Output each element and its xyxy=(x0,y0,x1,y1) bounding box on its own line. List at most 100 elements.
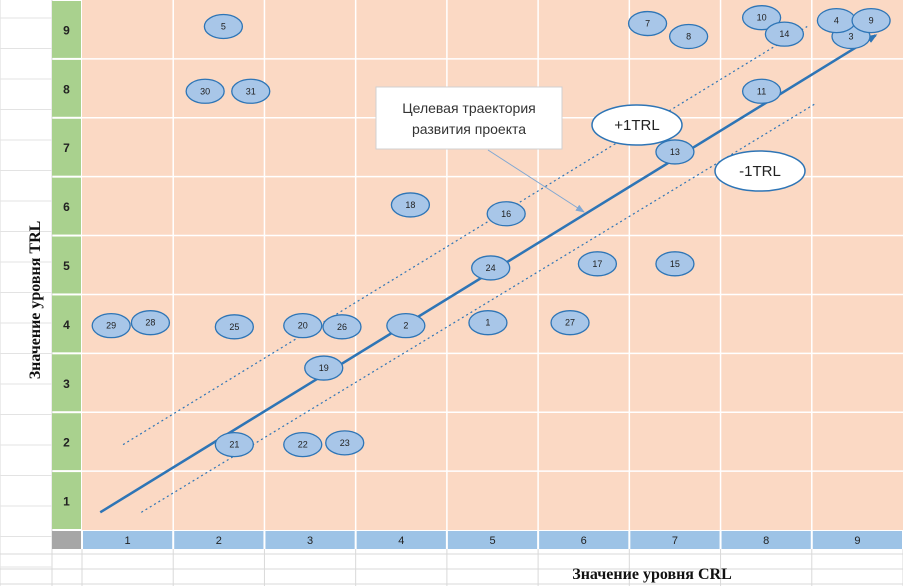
data-point-21: 21 xyxy=(214,431,254,458)
y-tick-label: 4 xyxy=(63,318,70,332)
data-point-31: 31 xyxy=(231,78,271,104)
data-point-label: 14 xyxy=(779,29,789,39)
minus-band-label: -1TRL xyxy=(714,150,806,192)
x-tick-label: 9 xyxy=(854,535,860,547)
axis-corner-cell xyxy=(52,531,81,549)
trajectory-annotation-line: Целевая траектория xyxy=(402,100,535,116)
data-point-marker xyxy=(214,314,254,340)
data-point-26: 26 xyxy=(322,314,362,340)
y-band-cell xyxy=(52,413,81,471)
plus-band-label: +1TRL xyxy=(591,104,683,146)
x-tick-label: 1 xyxy=(125,535,131,547)
plus-band-ellipse xyxy=(591,104,683,146)
data-point-marker xyxy=(214,431,254,458)
x-tick-label: 7 xyxy=(672,535,678,547)
data-point-label: 1 xyxy=(485,318,490,328)
data-point-label: 27 xyxy=(565,318,575,328)
x-axis-title: Значение уровня CRL xyxy=(572,566,731,583)
data-point-4: 4 xyxy=(816,7,857,34)
y-tick-label: 2 xyxy=(63,436,70,450)
data-point-18: 18 xyxy=(390,192,431,218)
data-point-13: 13 xyxy=(655,139,695,165)
data-point-19: 19 xyxy=(304,355,344,381)
y-tick-label: 8 xyxy=(63,82,70,96)
x-band-cell xyxy=(721,531,811,549)
y-band-cell xyxy=(52,295,81,353)
x-axis-band: 1 2 3 4 5 6 7 8 9 xyxy=(83,531,902,549)
data-point-label: 10 xyxy=(757,13,767,23)
x-tick-label: 3 xyxy=(307,535,313,547)
data-point-marker xyxy=(390,192,431,218)
y-band-cell xyxy=(52,1,81,58)
data-point-30: 30 xyxy=(185,78,225,104)
x-band-cell xyxy=(356,531,446,549)
data-point-marker xyxy=(486,201,526,227)
plus-one-trl-line xyxy=(122,25,808,446)
data-point-label: 8 xyxy=(686,32,691,42)
y-tick-label: 6 xyxy=(63,200,70,214)
y-band-cell xyxy=(52,177,81,235)
data-point-marker xyxy=(471,255,511,281)
data-point-label: 20 xyxy=(298,321,308,331)
data-point-marker xyxy=(185,78,225,104)
y-tick-label: 1 xyxy=(63,495,70,509)
x-band-cell xyxy=(265,531,355,549)
x-tick-label: 6 xyxy=(581,535,587,547)
data-point-label: 24 xyxy=(486,263,496,273)
data-point-label: 31 xyxy=(246,86,256,96)
x-band-cell xyxy=(174,531,264,549)
data-point-marker xyxy=(764,21,805,47)
data-point-marker xyxy=(91,313,131,339)
y-axis-title: Значение уровня TRL xyxy=(27,221,44,380)
minus-band-ellipse xyxy=(714,150,806,192)
plus-band-text: +1TRL xyxy=(614,117,659,134)
x-tick-label: 8 xyxy=(763,535,769,547)
x-band-cell xyxy=(447,531,538,549)
data-point-10: 10 xyxy=(741,5,782,31)
data-point-28: 28 xyxy=(130,310,171,336)
data-point-label: 25 xyxy=(229,322,239,332)
y-band-cell xyxy=(52,472,81,529)
data-point-label: 7 xyxy=(645,19,650,29)
y-tick-label: 3 xyxy=(63,377,70,391)
data-point-marker xyxy=(550,310,590,336)
trajectory-annotation-box xyxy=(375,86,563,150)
y-tick-label: 9 xyxy=(63,23,70,37)
data-point-marker xyxy=(322,314,362,340)
data-point-9: 9 xyxy=(851,7,891,34)
data-point-14: 14 xyxy=(764,21,805,47)
x-tick-label: 5 xyxy=(489,535,495,547)
data-point-label: 29 xyxy=(106,321,116,331)
data-point-label: 11 xyxy=(757,86,766,96)
x-tick-label: 2 xyxy=(216,535,222,547)
data-point-11: 11 xyxy=(741,78,782,104)
trajectory-annotation-text: Целевая траектория развития проекта xyxy=(402,100,535,137)
data-point-label: 22 xyxy=(298,440,308,450)
minus-band-text: -1TRL xyxy=(739,163,781,180)
data-point-label: 23 xyxy=(340,438,350,448)
data-point-label: 19 xyxy=(319,363,329,373)
data-point-29: 29 xyxy=(91,313,131,339)
data-point-marker xyxy=(741,5,782,31)
data-point-marker xyxy=(325,430,365,456)
y-band-cell xyxy=(52,236,81,294)
trajectory-annotation-line: развития проекта xyxy=(412,121,526,137)
y-band-cell xyxy=(52,354,81,412)
data-point-marker xyxy=(655,251,695,277)
data-point-marker xyxy=(304,355,344,381)
data-point-20: 20 xyxy=(283,313,323,339)
data-point-marker xyxy=(668,23,709,50)
data-point-22: 22 xyxy=(283,431,323,458)
y-axis-band: 1 2 3 4 5 6 7 8 9 xyxy=(52,1,81,549)
data-point-label: 4 xyxy=(834,16,839,26)
x-band-cell xyxy=(83,531,173,549)
data-point-label: 26 xyxy=(337,322,347,332)
data-point-17: 17 xyxy=(577,251,618,277)
data-point-marker xyxy=(741,78,782,104)
x-band-cell xyxy=(539,531,629,549)
x-band-cell xyxy=(812,531,902,549)
y-band-cell xyxy=(52,118,81,176)
data-point-5: 5 xyxy=(203,13,244,40)
y-band-cell xyxy=(52,59,81,117)
